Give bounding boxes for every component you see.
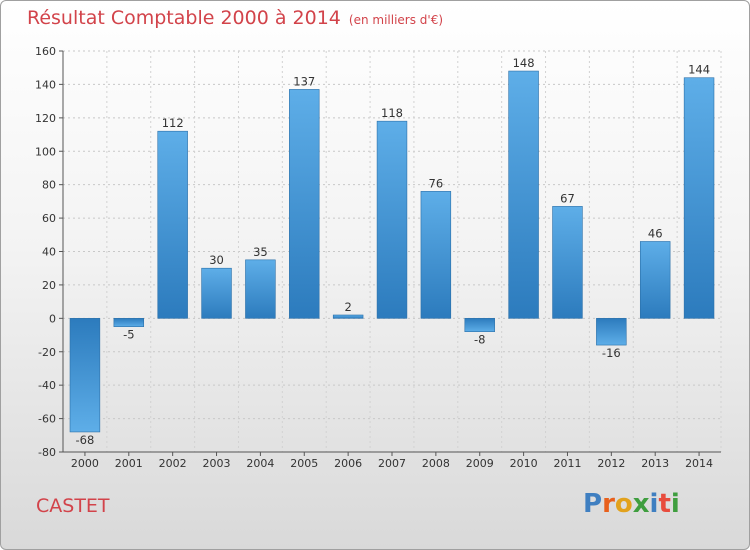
y-tick-label: 0: [49, 312, 56, 325]
value-label-2001: -5: [123, 328, 134, 342]
value-label-2004: 35: [253, 245, 268, 259]
x-tick-label: 2011: [553, 457, 581, 470]
y-tick-label: -40: [38, 379, 56, 392]
value-label-2012: -16: [602, 346, 621, 360]
bar-2012: [596, 318, 627, 346]
x-tick-label: 2010: [510, 457, 538, 470]
logo-letter: r: [602, 489, 615, 519]
bar-2011: [552, 206, 583, 319]
title-subtitle: (en milliers d'€): [348, 13, 444, 27]
x-tick-label: 2013: [641, 457, 669, 470]
bar-2001: [113, 318, 145, 327]
y-tick-label: -20: [38, 346, 56, 359]
bar-2009: [464, 318, 495, 333]
logo-letter: t: [658, 489, 671, 519]
logo-letter: P: [583, 489, 603, 519]
x-tick-label: 2005: [290, 457, 318, 470]
y-tick-label: -80: [38, 446, 56, 459]
bar-2014: [683, 77, 715, 319]
value-label-2005: 137: [293, 74, 315, 88]
logo-letter: o: [614, 489, 633, 519]
title-main: Résultat Comptable 2000 à 2014: [27, 7, 341, 29]
x-tick-label: 2002: [159, 457, 187, 470]
bar-2004: [245, 259, 276, 319]
x-tick-label: 2004: [246, 457, 274, 470]
bar-2003: [201, 267, 232, 319]
proxiti-logo: Proxiti: [583, 489, 680, 519]
value-labels: -68 -5 112 30 35 137 2 118 76 -8 148 67 -16 46 144: [76, 56, 711, 447]
bar-2000: [69, 318, 101, 433]
x-tick-label: 2006: [334, 457, 362, 470]
y-tick-label: 60: [42, 212, 56, 225]
logo-letter: i: [670, 489, 680, 519]
bar-2008: [420, 191, 452, 319]
x-tick-label: 2009: [466, 457, 494, 470]
bar-2005: [289, 89, 320, 319]
logo-letter: x: [632, 489, 650, 519]
value-label-2011: 67: [560, 191, 575, 205]
bars: [69, 70, 715, 433]
bar-2002: [157, 130, 188, 319]
y-tick-label: 40: [42, 246, 56, 259]
y-tick-label: -60: [38, 413, 56, 426]
y-tick-label: 160: [35, 45, 56, 58]
x-tick-label: 2014: [685, 457, 713, 470]
value-label-2003: 30: [209, 253, 224, 267]
value-label-2000: -68: [76, 433, 95, 447]
bar-2010: [508, 70, 539, 319]
value-label-2007: 118: [381, 106, 403, 120]
y-tick-label: 120: [35, 112, 56, 125]
x-tick-label: 2001: [115, 457, 143, 470]
x-tick-label: 2007: [378, 457, 406, 470]
chart-title: Résultat Comptable 2000 à 2014 (en millie…: [27, 7, 443, 29]
value-label-2006: 2: [344, 300, 351, 314]
commune-name: CASTET: [36, 495, 110, 517]
value-label-2008: 76: [429, 176, 444, 190]
value-label-2009: -8: [474, 333, 485, 347]
y-tick-label: 20: [42, 279, 56, 292]
x-tick-label: 2000: [71, 457, 99, 470]
value-label-2014: 144: [688, 63, 710, 77]
logo-letter: i: [649, 489, 659, 519]
value-label-2013: 46: [648, 226, 663, 240]
y-tick-label: 80: [42, 179, 56, 192]
value-label-2010: 148: [513, 56, 535, 70]
x-tick-label: 2008: [422, 457, 450, 470]
value-label-2002: 112: [162, 116, 184, 130]
bar-2007: [376, 120, 408, 319]
grid-lines: [62, 50, 722, 453]
y-tick-label: 100: [35, 145, 56, 158]
bar-2006: [332, 314, 364, 319]
axes: -80 -60 -40 -20 0 20 40 60 80 100 120 140 160 2000 200…: [35, 45, 721, 470]
x-tick-label: 2012: [597, 457, 625, 470]
x-tick-label: 2003: [203, 457, 231, 470]
bar-2013: [639, 241, 671, 319]
y-tick-label: 140: [35, 78, 56, 91]
